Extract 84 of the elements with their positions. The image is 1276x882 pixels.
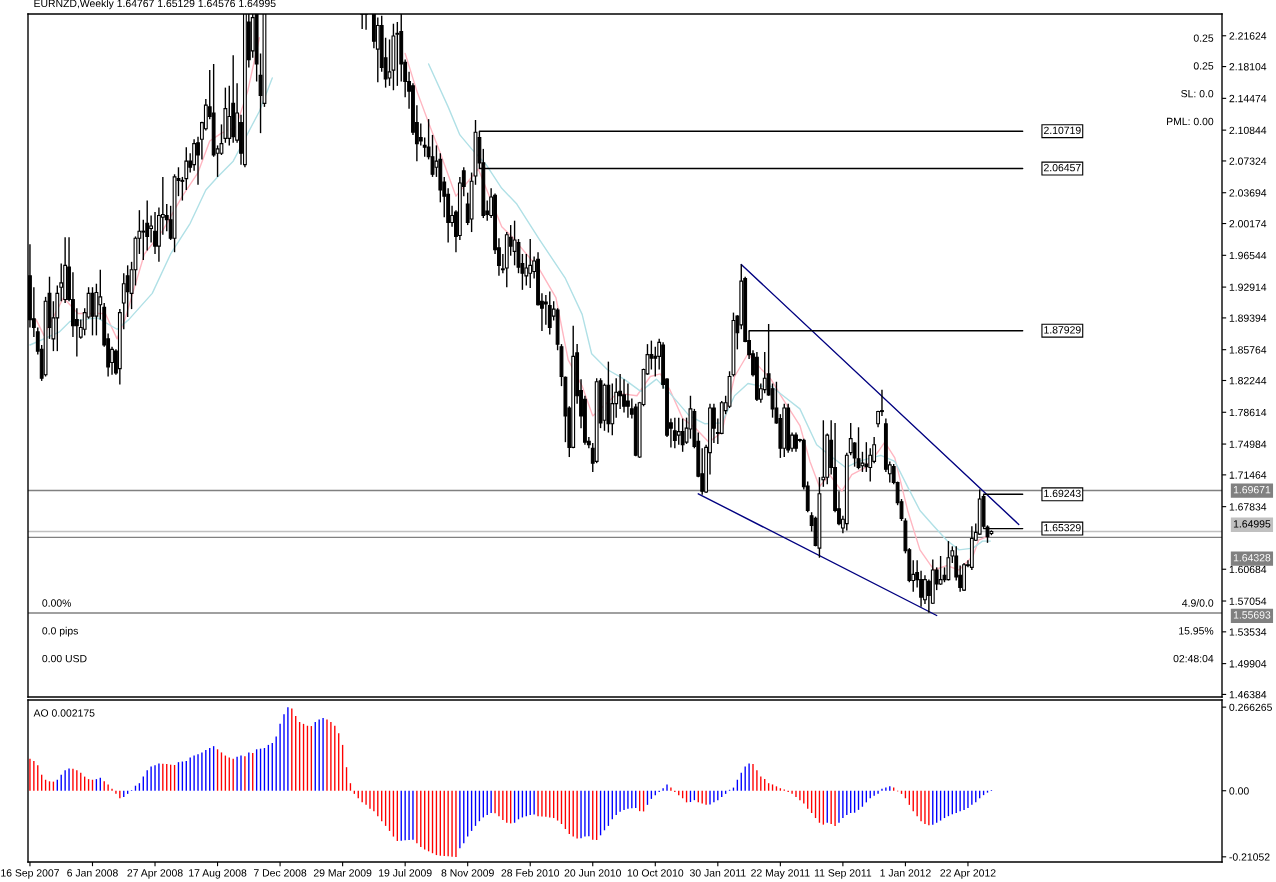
candlestick (547, 290, 552, 336)
candlestick (672, 416, 677, 449)
y-tick-label: 2.00174 (1229, 220, 1267, 228)
ref-line-label: 1.55693 (1233, 611, 1271, 619)
candlestick (653, 346, 658, 378)
y-tick-label: 2.03694 (1229, 189, 1267, 197)
candlestick (856, 426, 861, 470)
y-tick-label: 2.14474 (1229, 94, 1267, 103)
candlestick (90, 286, 95, 337)
y-tick-label: -0.21052 (1229, 853, 1270, 861)
candlestick (125, 264, 130, 318)
candlestick (528, 238, 533, 289)
y-tick-label: 1.53534 (1229, 628, 1267, 636)
y-tick-label: 1.92914 (1229, 283, 1267, 291)
y-tick-label: 1.60684 (1229, 565, 1267, 574)
candlestick (680, 417, 685, 453)
y-tick-label: 2.07324 (1229, 157, 1267, 165)
chart-title: EURNZD,Weekly 1.64767 1.65129 1.64576 1.64995 (34, 0, 276, 10)
y-tick-label: 0.00 (1229, 787, 1249, 795)
x-tick-label: 20 Jun 2010 (564, 869, 622, 877)
text: 2.06457 (1044, 163, 1081, 172)
annotation: 15.95% (1179, 627, 1214, 635)
y-tick-label: 1.82244 (1229, 377, 1267, 385)
text: 1.69243 (1044, 489, 1081, 498)
x-tick-label: 28 Feb 2010 (501, 868, 560, 877)
y-tick-label: 1.78614 (1229, 408, 1267, 417)
candlestick (864, 441, 869, 473)
annotation: 02:48:04 (1173, 654, 1214, 663)
annotation: 0.25 (1193, 62, 1214, 70)
x-tick-label: 6 Jan 2008 (67, 869, 118, 877)
candlestick (94, 283, 99, 337)
y-tick-label: 1.85764 (1229, 346, 1267, 354)
y-tick-label: 1.46384 (1229, 690, 1267, 699)
candlestick (860, 451, 865, 473)
x-tick-label: 27 Apr 2008 (127, 869, 183, 879)
y-tick-label: 1.89394 (1229, 314, 1267, 322)
y-tick-label: 2.10844 (1229, 126, 1267, 135)
annotation: SL: 0.0 (1181, 89, 1214, 98)
candlestick (395, 21, 400, 87)
candlestick (794, 431, 798, 453)
candlestick (622, 378, 626, 414)
annotation: 0.00 USD (42, 654, 87, 663)
annotation: PML: 0.00 (1167, 117, 1214, 126)
candlestick (848, 422, 853, 456)
candlestick (676, 416, 681, 446)
x-tick-label: 10 Oct 2010 (627, 869, 684, 877)
y-tick-label: 1.57054 (1229, 597, 1267, 605)
text: AO 0.002175 (33, 709, 95, 717)
text: 1.87929 (1044, 326, 1081, 334)
ref-line-label: 1.64328 (1233, 554, 1271, 562)
x-tick-label: 8 Nov 2009 (441, 869, 494, 877)
y-tick-label: 1.74984 (1229, 440, 1267, 448)
annotation: 0.25 (1193, 34, 1214, 42)
x-tick-label: 30 Jan 2011 (689, 869, 746, 877)
x-tick-label: 29 Mar 2009 (313, 869, 372, 877)
x-tick-label: 16 Sep 2007 (1, 869, 59, 879)
y-tick-label: 1.71464 (1229, 471, 1267, 479)
ref-line-label: 1.64995 (1233, 520, 1271, 528)
x-tick-label: 17 Aug 2008 (189, 869, 247, 879)
x-tick-label: 19 Jul 2009 (379, 868, 432, 877)
y-tick-label: 1.96544 (1229, 251, 1267, 260)
x-tick-label: 22 May 2011 (751, 869, 810, 879)
y-tick-label: 1.67834 (1229, 503, 1267, 511)
annotation: 4.9/0.0 (1182, 599, 1214, 607)
x-tick-label: 11 Sep 2011 (814, 869, 872, 879)
y-tick-label: 2.18104 (1229, 63, 1267, 71)
y-tick-label: 2.21624 (1229, 32, 1267, 40)
x-tick-label: 22 Apr 2012 (940, 869, 996, 879)
text: 2.10719 (1044, 126, 1081, 135)
candlestick (153, 211, 157, 255)
candlestick (649, 339, 654, 371)
candlestick (141, 219, 146, 261)
candlestick (610, 382, 615, 436)
annotation: 0.00% (42, 599, 72, 607)
text: 1.65329 (1044, 524, 1081, 532)
y-tick-label: 1.49904 (1229, 660, 1267, 668)
candlestick (938, 555, 943, 586)
candlestick (524, 253, 529, 287)
candlestick (626, 382, 630, 419)
x-tick-label: 7 Dec 2008 (253, 869, 307, 877)
ref-line-label: 1.69671 (1233, 485, 1271, 494)
annotation: 0.0 pips (42, 626, 78, 637)
x-tick-label: 1 Jan 2012 (880, 869, 931, 877)
y-tick-label: 0.266265 (1229, 703, 1272, 712)
